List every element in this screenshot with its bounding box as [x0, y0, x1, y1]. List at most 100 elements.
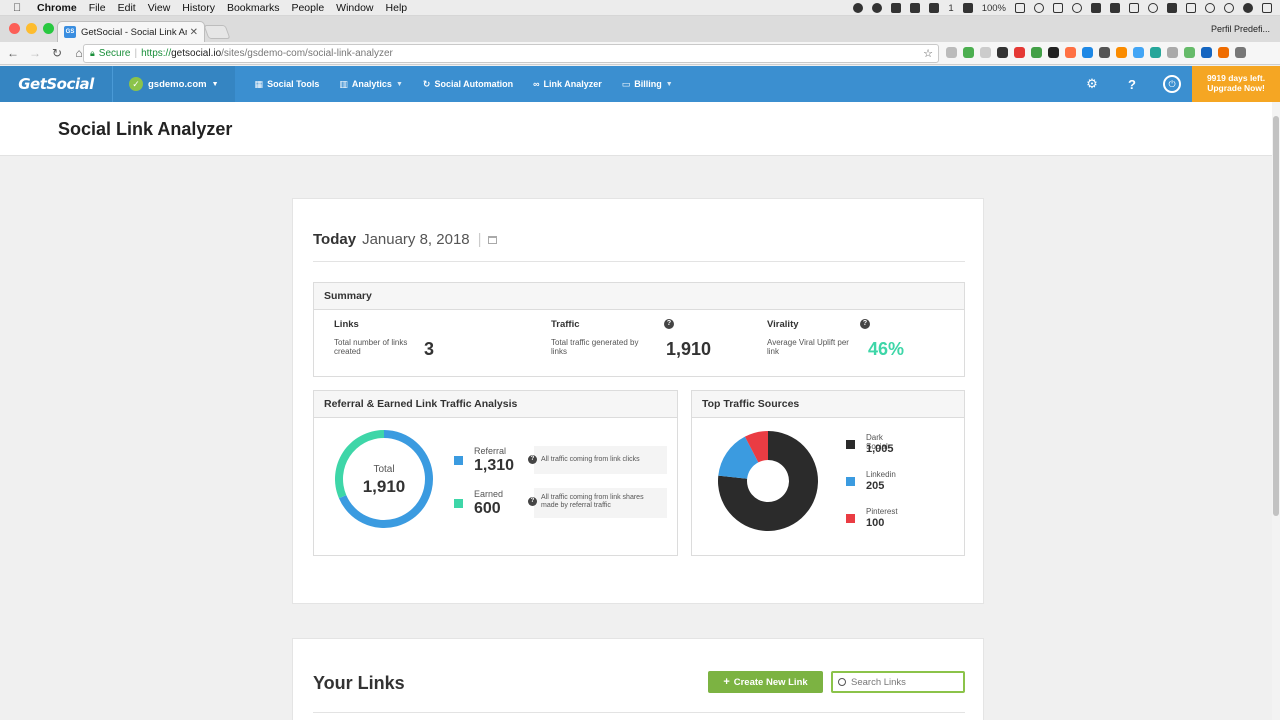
location-icon[interactable] — [853, 3, 864, 13]
nav-social-tools[interactable]: ▦ Social Tools — [255, 79, 320, 90]
dark-social-value: 1,005 — [866, 443, 894, 455]
browser-tabstrip: GS GetSocial - Social Link Analyz ✕ Perf… — [0, 16, 1280, 42]
mac-menu-chrome[interactable]: Chrome — [37, 1, 77, 14]
airplay-icon[interactable] — [1186, 3, 1196, 13]
glasses-icon[interactable] — [1148, 3, 1158, 13]
extension-icon[interactable] — [1133, 47, 1144, 58]
nav-analytics[interactable]: ▥ Analytics ▼ — [339, 79, 402, 90]
mac-menu-help[interactable]: Help — [385, 1, 408, 14]
extension-icon[interactable] — [1099, 47, 1110, 58]
skype-icon[interactable] — [872, 3, 883, 13]
back-icon[interactable]: ← — [7, 46, 19, 60]
extension-icon[interactable] — [1065, 47, 1076, 58]
help-icon[interactable]: ? — [860, 319, 870, 329]
menu-icon[interactable] — [1129, 3, 1139, 13]
nav-label: Analytics — [351, 79, 392, 89]
bird-icon[interactable] — [1091, 3, 1101, 13]
earned-slice[interactable] — [335, 430, 384, 499]
wifi-icon[interactable] — [1034, 3, 1044, 13]
mac-menu-edit[interactable]: Edit — [117, 1, 136, 14]
upgrade-button[interactable]: 9919 days left. Upgrade Now! — [1192, 66, 1280, 102]
browser-tab[interactable]: GS GetSocial - Social Link Analyz ✕ — [57, 21, 205, 42]
nav-right-icons: ⚙ ? ⏻ — [1072, 66, 1192, 102]
spotlight-icon[interactable] — [1224, 3, 1234, 13]
bookmark-star-icon[interactable]: ☆ — [923, 48, 933, 60]
help-icon[interactable]: ? — [528, 497, 537, 506]
power-icon[interactable]: ⏻ — [1163, 75, 1181, 93]
search-links-input[interactable]: Search Links — [831, 671, 965, 693]
extension-icon[interactable] — [1218, 47, 1229, 58]
profile-name[interactable]: Perfil Predefi... — [1210, 24, 1270, 34]
block-icon[interactable] — [1072, 3, 1082, 13]
screen-icon[interactable] — [1053, 3, 1063, 13]
page-scrollbar[interactable] — [1272, 102, 1280, 720]
help-icon[interactable]: ? — [1128, 76, 1136, 92]
referral-swatch — [454, 456, 463, 465]
extension-icon[interactable] — [946, 47, 957, 58]
adobe-icon[interactable] — [929, 3, 940, 13]
minimize-window-icon[interactable] — [26, 23, 37, 34]
extension-icon[interactable] — [980, 47, 991, 58]
page-header: Social Link Analyzer — [0, 102, 1272, 156]
linkedin-value: 205 — [866, 480, 885, 492]
dark-social-swatch — [846, 440, 855, 449]
dark-social-slice[interactable] — [718, 431, 818, 531]
virality-desc: Average Viral Uplift per link — [767, 338, 849, 356]
earned-info-text: All traffic coming from link shares made… — [541, 494, 644, 509]
linkedin-slice[interactable] — [718, 436, 759, 479]
siri-icon[interactable] — [1243, 3, 1253, 13]
adblock-icon[interactable] — [1014, 47, 1025, 58]
links-label: Links — [334, 319, 359, 330]
gear-icon[interactable]: ⚙ — [1086, 76, 1098, 91]
chrome-menu-icon[interactable] — [1235, 47, 1246, 58]
drive-icon[interactable] — [1110, 3, 1120, 13]
nav-link-analyzer[interactable]: ∞ Link Analyzer — [533, 79, 602, 89]
scrollbar-thumb[interactable] — [1273, 116, 1279, 516]
notifications-icon[interactable] — [1262, 3, 1272, 13]
volume-icon[interactable] — [1167, 3, 1177, 13]
extension-icon[interactable] — [963, 47, 974, 58]
close-window-icon[interactable] — [9, 23, 20, 34]
brand-logo[interactable]: GetSocial — [0, 66, 112, 102]
mac-menu-window[interactable]: Window — [336, 1, 374, 14]
nav-social-automation[interactable]: ↻ Social Automation — [423, 79, 513, 90]
nav-billing[interactable]: ▭ Billing ▼ — [622, 79, 673, 90]
nav-label: Link Analyzer — [543, 79, 602, 89]
mac-menu-history[interactable]: History — [182, 1, 215, 14]
evernote-icon[interactable] — [910, 3, 921, 13]
chevron-down-icon: ▼ — [395, 80, 403, 88]
help-icon[interactable]: ? — [528, 455, 537, 464]
mac-menu-view[interactable]: View — [147, 1, 171, 14]
extension-icon[interactable] — [997, 47, 1008, 58]
extension-icon[interactable] — [1150, 47, 1161, 58]
clock-icon[interactable] — [1205, 3, 1215, 13]
hat-icon[interactable] — [891, 3, 902, 13]
app-icon[interactable] — [962, 3, 973, 13]
mac-menu-bookmarks[interactable]: Bookmarks — [226, 1, 280, 14]
extension-icon[interactable] — [1184, 47, 1195, 58]
pinterest-slice[interactable] — [744, 431, 768, 463]
create-link-button[interactable]: + Create New Link — [708, 671, 823, 693]
apple-icon[interactable]:  — [13, 2, 27, 14]
new-tab-button[interactable] — [203, 25, 231, 39]
forward-icon[interactable]: → — [29, 46, 41, 60]
address-separator: | — [134, 48, 138, 59]
calendar-icon[interactable] — [487, 236, 497, 244]
zoom-window-icon[interactable] — [43, 23, 54, 34]
site-selector[interactable]: ✓ gsdemo.com ▼ — [112, 66, 235, 102]
extension-icon[interactable] — [1167, 47, 1178, 58]
date-separator: | — [477, 231, 482, 248]
extension-icon[interactable] — [1082, 47, 1093, 58]
battery-icon[interactable] — [1015, 3, 1025, 13]
extension-icon[interactable] — [1048, 47, 1059, 58]
extension-icon[interactable] — [1031, 47, 1042, 58]
home-icon[interactable]: ⌂ — [75, 46, 83, 60]
help-icon[interactable]: ? — [664, 319, 674, 329]
reload-icon[interactable]: ↻ — [51, 46, 63, 60]
mac-menu-people[interactable]: People — [291, 1, 325, 14]
extension-icon[interactable] — [1116, 47, 1127, 58]
extension-icon[interactable] — [1201, 47, 1212, 58]
mac-menu-file[interactable]: File — [88, 1, 106, 14]
address-bar[interactable]: 🔒︎ Secure | https:// getsocial.io /sites… — [83, 44, 939, 63]
close-tab-icon[interactable]: ✕ — [189, 26, 198, 38]
